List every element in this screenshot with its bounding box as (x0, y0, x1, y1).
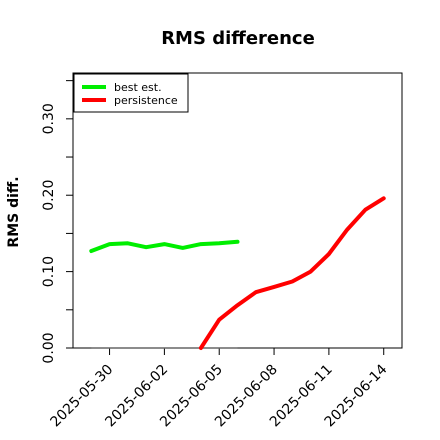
y-axis-label: RMS diff. (6, 176, 22, 247)
x-axis: 2025-05-302025-06-022025-06-052025-06-08… (48, 348, 391, 430)
chart-title: RMS difference (161, 28, 315, 49)
y-tick-label: 0.20 (41, 180, 57, 211)
y-tick-label: 0.30 (41, 103, 57, 134)
series-line-persistence (198, 196, 386, 350)
y-tick-label: 0.00 (41, 332, 57, 363)
y-tick-label: 0.10 (41, 256, 57, 287)
legend-box (73, 73, 189, 113)
series-layer (89, 196, 386, 350)
legend: best est.persistence (73, 73, 189, 113)
y-axis: 0.00 0.10 0.20 0.30 (41, 80, 73, 364)
legend-label: persistence (114, 94, 178, 107)
legend-label: best est. (114, 81, 162, 94)
series-line-best-est- (89, 239, 240, 253)
